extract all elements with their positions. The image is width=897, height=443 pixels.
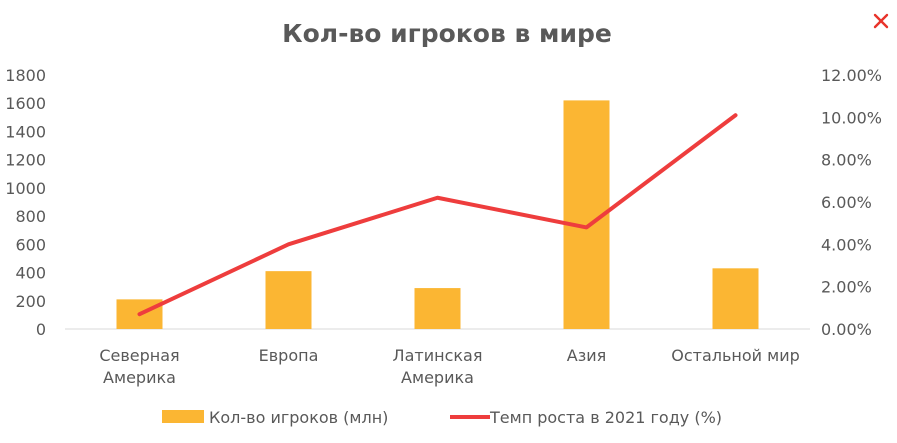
- y-left-tick-label: 200: [15, 292, 46, 311]
- y-left-tick-label: 1400: [5, 122, 46, 141]
- x-tick-label: Северная Америка: [99, 346, 179, 387]
- bar: [265, 271, 312, 329]
- x-tick-label: Остальной мир: [671, 346, 800, 365]
- y-right-tick-label: 12.00%: [821, 66, 882, 85]
- legend-swatch-bars: [162, 410, 204, 423]
- legend-label-line: Темп роста в 2021 году (%): [489, 408, 722, 427]
- y-left-tick-label: 1800: [5, 66, 46, 85]
- y-right-tick-label: 8.00%: [821, 151, 872, 170]
- x-axis-labels: Северная Америка Европа Латинская Америка Ази…: [99, 346, 799, 387]
- x-tick-label: Европа: [259, 346, 319, 365]
- y-right-tick-label: 4.00%: [821, 235, 872, 254]
- bar: [414, 288, 461, 329]
- y-right-tick-label: 6.00%: [821, 193, 872, 212]
- legend-label-bars: Кол-во игроков (млн): [209, 408, 388, 427]
- growth-line-series: [137, 113, 738, 317]
- x-tick-label: Латинская Америка: [393, 346, 483, 387]
- left-axis: 0 200 400 600 800 1000 1200 1400 1600 1800: [5, 66, 46, 339]
- bar: [712, 268, 759, 329]
- y-left-tick-label: 1000: [5, 179, 46, 198]
- y-right-tick-label: 0.00%: [821, 320, 872, 339]
- y-left-tick-label: 800: [15, 207, 46, 226]
- legend: Кол-во игроков (млн) Темп роста в 2021 г…: [162, 408, 722, 427]
- y-left-tick-label: 1200: [5, 151, 46, 170]
- y-right-tick-label: 10.00%: [821, 108, 882, 127]
- right-axis: 0.00% 2.00% 4.00% 6.00% 8.00% 10.00% 12.00%: [821, 66, 882, 339]
- x-tick-label: Азия: [567, 346, 606, 365]
- y-left-tick-label: 0: [36, 320, 46, 339]
- y-left-tick-label: 1600: [5, 94, 46, 113]
- y-left-tick-label: 600: [15, 235, 46, 254]
- y-left-tick-label: 400: [15, 264, 46, 283]
- chart-title: Кол-во игроков в мире: [282, 19, 612, 48]
- y-right-tick-label: 2.00%: [821, 278, 872, 297]
- close-icon[interactable]: [868, 8, 894, 34]
- bar-series: [116, 100, 759, 330]
